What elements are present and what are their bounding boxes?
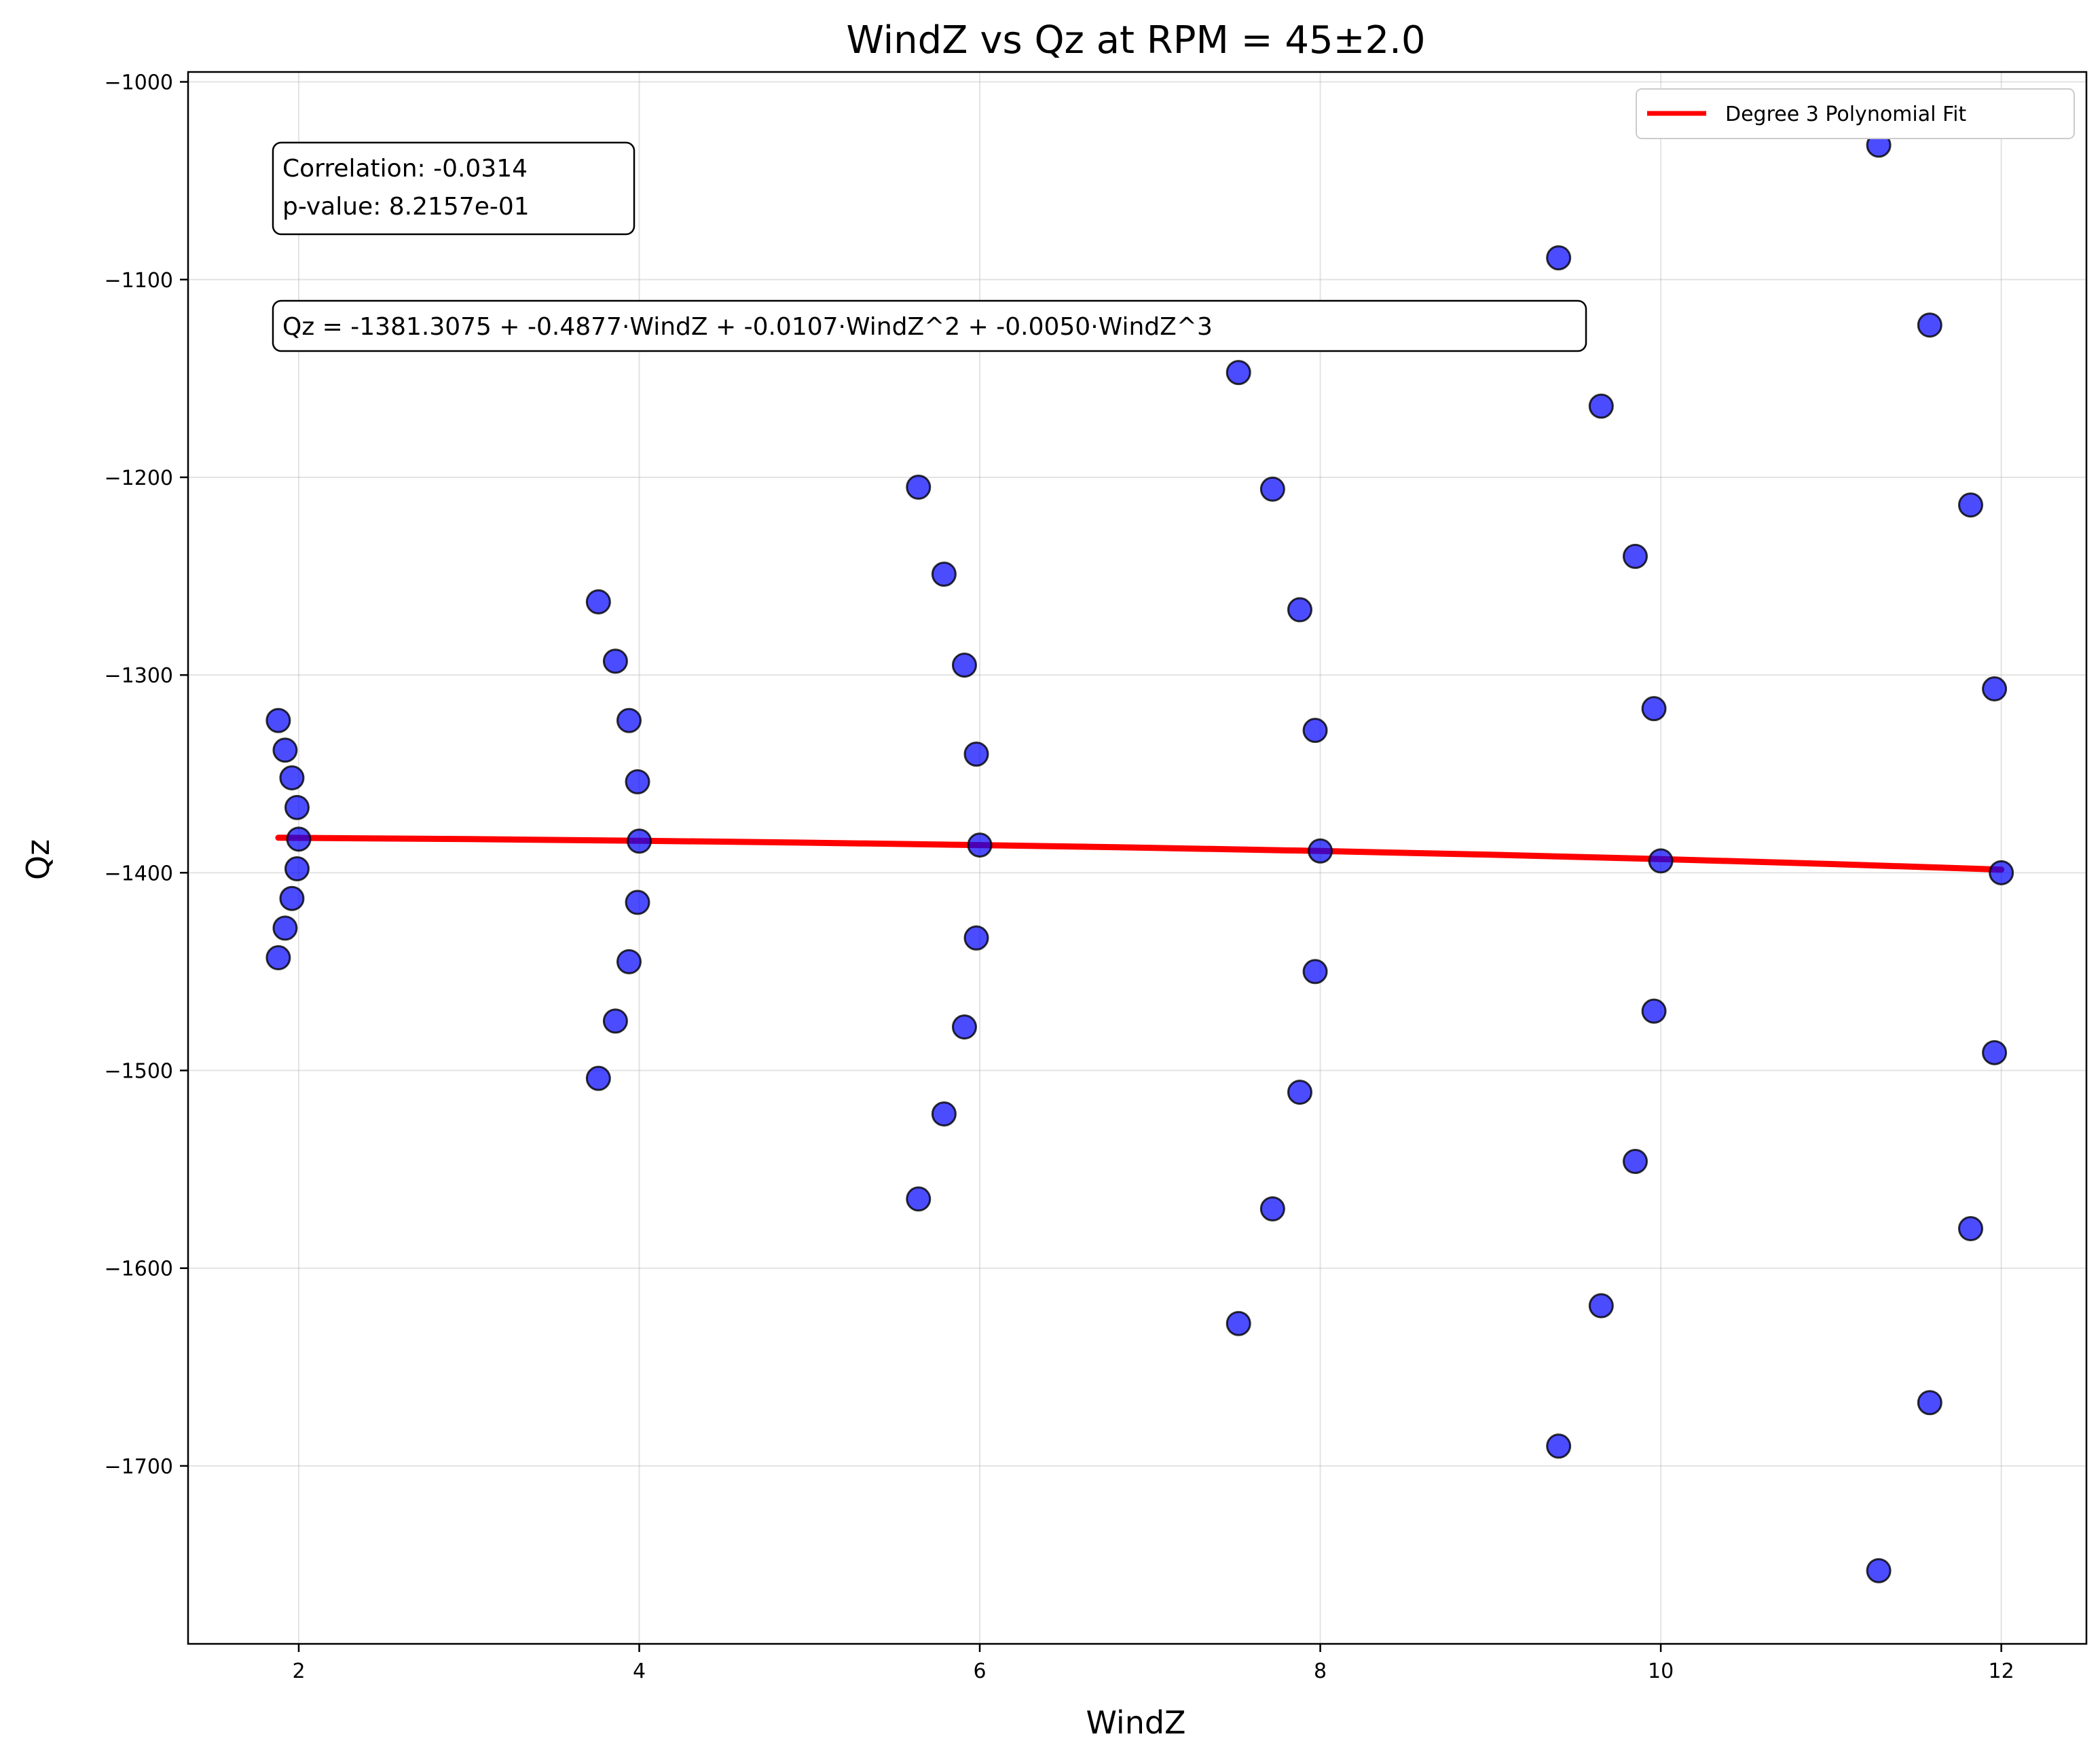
- scatter-point: [951, 1014, 977, 1040]
- scatter-point: [1302, 718, 1328, 744]
- y-tick-label: −1500: [105, 1060, 173, 1084]
- scatter-point: [1622, 543, 1648, 569]
- polynomial-fit-line: [275, 834, 2005, 873]
- y-tick-label: −1200: [105, 466, 173, 490]
- scatter-point: [284, 794, 310, 820]
- axes: [187, 71, 2088, 1645]
- scatter-point: [279, 885, 305, 911]
- equation-box: [272, 299, 1587, 352]
- y-tick-label: −1600: [105, 1258, 173, 1281]
- y-tick-label: −1000: [105, 71, 173, 95]
- scatter-point: [585, 1065, 611, 1091]
- scatter-point: [1546, 245, 1572, 271]
- y-tick-label: −1300: [105, 664, 173, 688]
- scatter-point: [265, 708, 291, 733]
- ticks: 2 4 6 8 10 12 −1000 −1100 −1200 −1300 −1400 −1500 −1…: [105, 71, 2014, 1683]
- scatter-point: [906, 475, 932, 500]
- scatter-point: [272, 915, 298, 941]
- scatter-point: [1957, 1215, 1983, 1241]
- x-tick-label: 10: [1648, 1659, 1674, 1683]
- scatter-point: [625, 889, 650, 915]
- scatter-point: [1588, 1293, 1614, 1319]
- scatter-point: [265, 945, 291, 971]
- y-tick-label: −1700: [105, 1455, 173, 1479]
- y-axis-label: Qz: [20, 839, 56, 880]
- plot-frame: [187, 71, 2088, 1645]
- x-tick-label: 2: [292, 1659, 305, 1683]
- scatter-point: [1287, 597, 1312, 623]
- p-value-text: p-value: 8.2157e-01: [282, 193, 530, 221]
- correlation-text: Correlation: -0.0314: [282, 155, 528, 183]
- scatter-point: [931, 1101, 957, 1127]
- fit-line-layer: [275, 834, 2005, 873]
- scatter-point: [963, 741, 989, 767]
- scatter-point: [616, 949, 642, 974]
- scatter-point: [906, 1186, 932, 1212]
- scatter-point: [931, 562, 957, 587]
- scatter-point: [1917, 1390, 1942, 1416]
- x-tick-label: 8: [1314, 1659, 1327, 1683]
- scatter-point: [279, 765, 305, 791]
- stats-annotation: Correlation: -0.0314 p-value: 8.2157e-01: [272, 141, 635, 236]
- scatter-point: [951, 653, 977, 678]
- x-axis-label: WindZ: [1086, 1704, 1185, 1741]
- scatter-point: [1226, 360, 1251, 386]
- legend-fit-label: Degree 3 Polynomial Fit: [1725, 103, 1966, 126]
- scatter-point: [1302, 959, 1328, 985]
- x-tick-label: 12: [1989, 1659, 2014, 1683]
- scatter-point: [627, 828, 652, 854]
- scatter-point: [284, 856, 310, 882]
- scatter-point: [585, 589, 611, 614]
- legend: Degree 3 Polynomial Fit: [1636, 88, 2075, 139]
- scatter-point: [1989, 860, 2014, 885]
- equation-text: Qz = -1381.3075 + -0.4877·WindZ + -0.010…: [282, 313, 1213, 341]
- scatter-point: [1546, 1433, 1572, 1459]
- scatter-point: [602, 1008, 628, 1034]
- scatter-point: [1982, 1040, 2008, 1065]
- chart-title: WindZ vs Qz at RPM = 45±2.0: [846, 18, 1425, 62]
- y-tick-label: −1400: [105, 862, 173, 885]
- stats-box: [272, 141, 635, 236]
- scatter-point: [1866, 1558, 1892, 1583]
- scatter-points-layer: [265, 132, 2014, 1583]
- scatter-point: [963, 925, 989, 951]
- scatter-point: [1982, 676, 2008, 702]
- scatter-point: [1308, 838, 1333, 864]
- legend-box: [1636, 88, 2075, 139]
- scatter-point: [625, 769, 650, 794]
- scatter-point: [286, 826, 312, 852]
- scatter-point: [1259, 1196, 1285, 1222]
- scatter-point: [1259, 476, 1285, 502]
- scatter-point: [1648, 848, 1674, 874]
- x-tick-label: 4: [633, 1659, 646, 1683]
- scatter-point: [1588, 393, 1614, 419]
- scatter-point: [1622, 1148, 1648, 1174]
- scatter-point: [1917, 312, 1942, 338]
- y-tick-label: −1100: [105, 269, 173, 293]
- scatter-point: [272, 737, 298, 763]
- x-tick-label: 6: [973, 1659, 986, 1683]
- equation-annotation: Qz = -1381.3075 + -0.4877·WindZ + -0.010…: [272, 299, 1587, 352]
- scatter-point: [1641, 696, 1667, 722]
- scatter-point: [1226, 1310, 1251, 1336]
- scatter-point: [1957, 492, 1983, 518]
- scatter-point: [967, 832, 993, 858]
- scatter-point: [616, 708, 642, 733]
- scatter-point: [1287, 1080, 1312, 1105]
- scatter-point: [602, 648, 628, 674]
- scatter-point: [1641, 998, 1667, 1024]
